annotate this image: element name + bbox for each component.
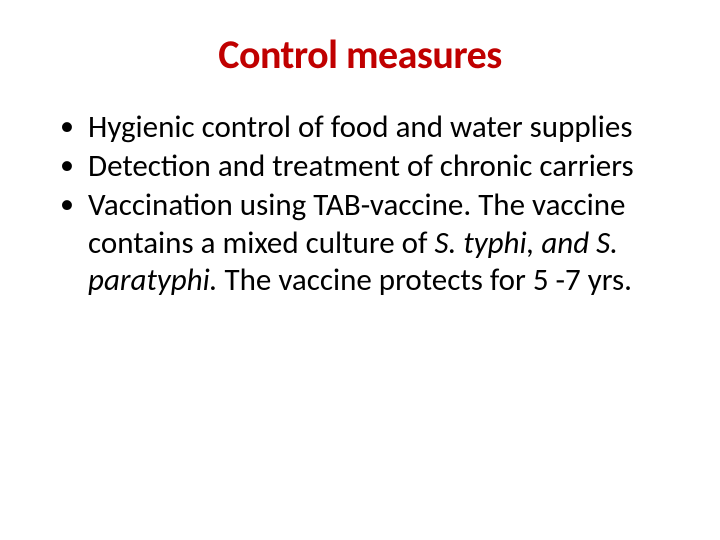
bullet-list: Hygienic control of food and water suppl… — [50, 109, 670, 299]
bullet-item: Detection and treatment of chronic carri… — [50, 148, 670, 185]
bullet-text: Detection and treatment of chronic carri… — [88, 147, 634, 185]
bullet-item: Vaccination using TAB-vaccine. The vacci… — [50, 187, 670, 299]
bullet-item: Hygienic control of food and water suppl… — [50, 109, 670, 146]
bullet-text-post: The vaccine protects for 5 -7 yrs. — [218, 261, 633, 299]
bullet-text: Hygienic control of food and water suppl… — [88, 108, 632, 146]
slide-title: Control measures — [50, 30, 670, 79]
